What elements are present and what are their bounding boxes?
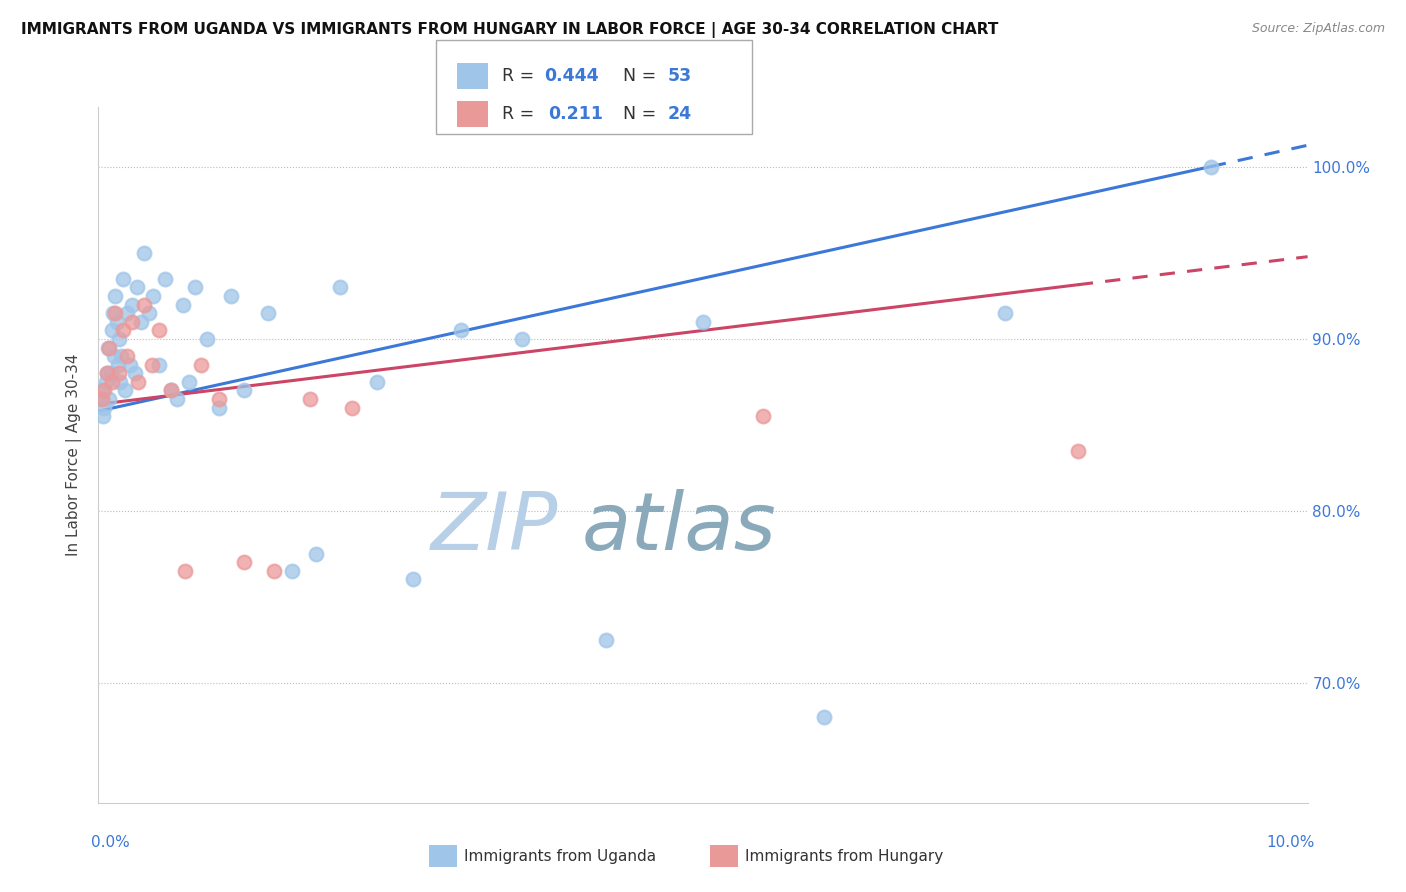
Point (153, 272, 176, 286)
Point (263, 564, 285, 578)
Point (179, 375, 201, 389)
Point (94, 375, 117, 389)
Point (96, 367, 118, 381)
Point (129, 315, 152, 329)
Point (114, 384, 136, 398)
Point (221, 289, 243, 303)
Text: IMMIGRANTS FROM UGANDA VS IMMIGRANTS FROM HUNGARY IN LABOR FORCE | AGE 30-34 COR: IMMIGRANTS FROM UGANDA VS IMMIGRANTS FRO… (21, 22, 998, 38)
Point (752, 409, 775, 424)
Point (148, 323, 170, 337)
Point (101, 306, 124, 320)
Point (692, 315, 714, 329)
Text: N =: N = (612, 105, 661, 123)
Text: ZIP: ZIP (430, 489, 558, 567)
Point (402, 573, 425, 587)
Point (111, 323, 134, 337)
Point (97, 341, 120, 355)
Text: 10.0%: 10.0% (1267, 836, 1315, 850)
Point (127, 280, 149, 294)
Point (232, 555, 254, 569)
Point (134, 246, 156, 260)
Point (305, 547, 328, 561)
Point (93, 401, 115, 415)
Point (124, 367, 146, 381)
Point (121, 315, 143, 329)
Point (90, 392, 112, 406)
Point (148, 358, 170, 372)
Text: 53: 53 (668, 67, 692, 85)
Text: R =: R = (502, 67, 540, 85)
Point (108, 332, 131, 346)
Point (117, 306, 139, 320)
Point (994, 306, 1017, 320)
Point (117, 349, 139, 363)
Point (141, 358, 163, 372)
Point (138, 306, 160, 320)
Text: 24: 24 (668, 105, 692, 123)
Point (108, 375, 131, 389)
Text: R =: R = (502, 105, 546, 123)
Point (134, 297, 156, 311)
Point (121, 297, 143, 311)
Text: Immigrants from Hungary: Immigrants from Hungary (745, 849, 943, 863)
Point (342, 401, 364, 415)
Point (595, 632, 617, 647)
Point (100, 323, 122, 337)
Y-axis label: In Labor Force | Age 30-34: In Labor Force | Age 30-34 (66, 353, 83, 557)
Point (91, 384, 114, 398)
Point (127, 375, 149, 389)
Point (142, 289, 165, 303)
Point (107, 358, 129, 372)
Point (190, 358, 212, 372)
Point (299, 392, 322, 406)
Text: N =: N = (612, 67, 661, 85)
Point (281, 564, 304, 578)
Text: 0.0%: 0.0% (91, 836, 131, 850)
Point (118, 358, 141, 372)
Point (184, 280, 207, 294)
Point (172, 297, 194, 311)
Point (98, 341, 121, 355)
Text: Source: ZipAtlas.com: Source: ZipAtlas.com (1251, 22, 1385, 36)
Text: 0.444: 0.444 (544, 67, 599, 85)
Point (96, 367, 118, 381)
Point (208, 392, 231, 406)
Point (1067, 443, 1090, 458)
Point (329, 280, 352, 294)
Point (813, 710, 835, 724)
Point (91, 392, 114, 406)
Point (256, 306, 278, 320)
Point (91, 409, 114, 424)
Text: atlas: atlas (582, 489, 778, 567)
Point (98, 392, 121, 406)
Point (100, 367, 122, 381)
Point (174, 564, 197, 578)
Point (100, 375, 122, 389)
Point (166, 392, 188, 406)
Point (104, 306, 127, 320)
Point (111, 272, 134, 286)
Point (208, 401, 231, 415)
Point (93, 384, 115, 398)
Point (160, 384, 183, 398)
Point (510, 332, 533, 346)
Point (1199, 160, 1222, 174)
Point (104, 289, 127, 303)
Point (366, 375, 388, 389)
Text: Immigrants from Uganda: Immigrants from Uganda (464, 849, 657, 863)
Text: 0.211: 0.211 (548, 105, 603, 123)
Point (105, 315, 128, 329)
Point (195, 332, 218, 346)
Point (108, 367, 131, 381)
Point (160, 384, 183, 398)
Point (450, 323, 472, 337)
Point (232, 384, 254, 398)
Point (103, 349, 125, 363)
Point (110, 349, 132, 363)
